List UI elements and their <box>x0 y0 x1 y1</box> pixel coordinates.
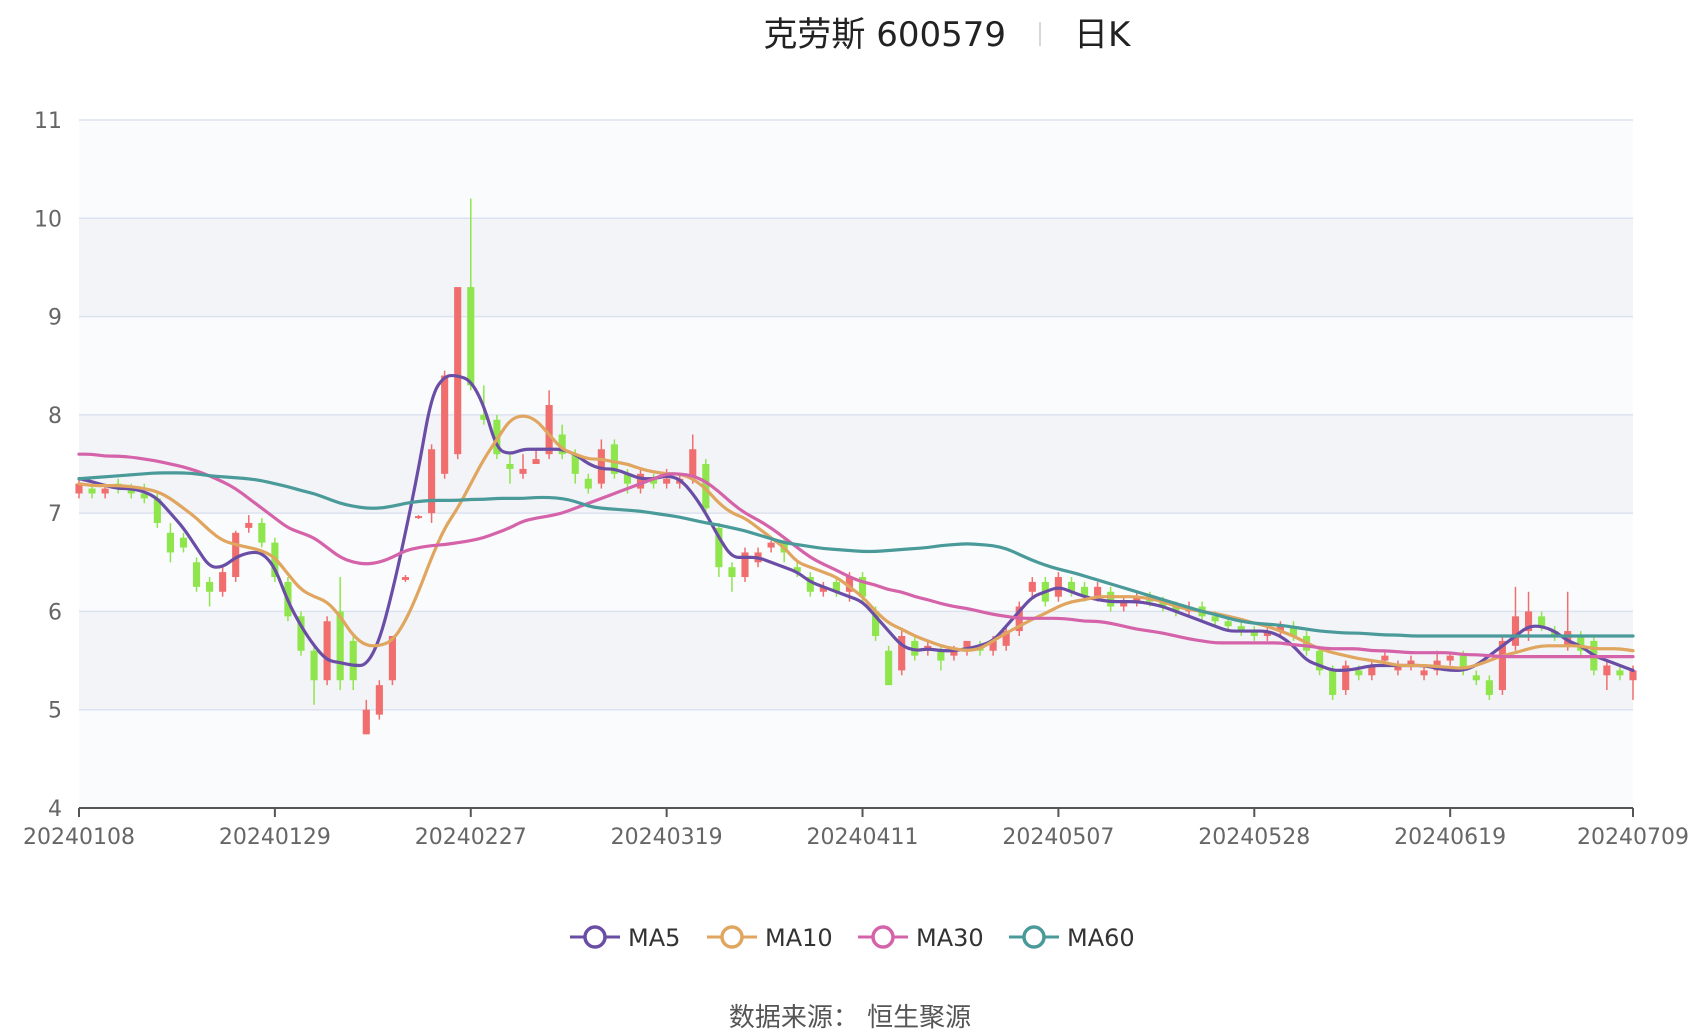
legend-label-ma30: MA30 <box>916 924 984 952</box>
x-tick-label: 20240411 <box>807 825 919 850</box>
y-tick-label: 11 <box>34 109 62 134</box>
candle-body <box>206 582 213 592</box>
candle-body <box>885 651 892 685</box>
candle-body <box>1603 665 1610 675</box>
y-tick-label: 5 <box>48 699 62 724</box>
candle-body <box>363 710 370 735</box>
x-tick-label: 20240319 <box>611 825 723 850</box>
candle-body <box>88 489 95 494</box>
x-tick-label: 20240129 <box>219 825 331 850</box>
x-tick-label: 20240227 <box>415 825 527 850</box>
y-tick-label: 6 <box>48 600 62 625</box>
x-tick-label: 20240108 <box>23 825 135 850</box>
candle-body <box>1381 656 1388 661</box>
candle-body <box>663 479 670 484</box>
chart-title-stock: 克劳斯 600579 <box>763 15 1006 55</box>
chart-title-period: 日K <box>1074 15 1132 55</box>
candle-body <box>1538 616 1545 626</box>
legend-label-ma10: MA10 <box>765 924 833 952</box>
y-tick-label: 7 <box>48 502 62 527</box>
candle-body <box>506 464 513 469</box>
plot-band <box>79 218 1633 316</box>
candle-body <box>1512 616 1519 645</box>
legend-marker-ma30 <box>873 927 893 947</box>
candle-body <box>585 479 592 489</box>
data-source: 数据来源： 恒生聚源 <box>729 1003 971 1033</box>
candle-body <box>324 621 331 680</box>
candle-body <box>1616 670 1623 675</box>
candle-body <box>441 376 448 474</box>
candle-body <box>532 459 539 464</box>
candle-body <box>1225 621 1232 626</box>
candle-body <box>519 469 526 474</box>
candle-body <box>428 449 435 513</box>
candle-body <box>376 685 383 714</box>
candle-body <box>310 651 317 680</box>
x-tick-label: 20240528 <box>1198 825 1310 850</box>
candle-body <box>402 577 409 580</box>
candle-body <box>1486 680 1493 695</box>
candle-body <box>258 523 265 543</box>
legend-label-ma5: MA5 <box>628 924 680 952</box>
y-tick-label: 10 <box>34 207 62 232</box>
plot-band <box>79 415 1633 513</box>
plot-band <box>79 317 1633 415</box>
candle-body <box>1107 592 1114 607</box>
y-tick-label: 8 <box>48 404 62 429</box>
candle-body <box>415 516 422 518</box>
candle-body <box>193 562 200 587</box>
candle-body <box>219 572 226 592</box>
legend: MA5 MA10 MA30 MA60 <box>570 924 1135 952</box>
y-tick-label: 9 <box>48 306 62 331</box>
plot-band <box>79 120 1633 218</box>
candle-body <box>1473 675 1480 680</box>
x-tick-label: 20240709 <box>1577 825 1689 850</box>
candle-body <box>1329 670 1336 695</box>
candle-body <box>245 523 252 528</box>
candle-body <box>1029 582 1036 592</box>
candle-body <box>728 567 735 577</box>
x-axis: 20240108 20240129 20240227 20240319 20240411… <box>23 808 1689 850</box>
candle-body <box>768 543 775 548</box>
y-tick-label: 4 <box>48 797 62 822</box>
candle-body <box>1447 656 1454 661</box>
legend-marker-ma10 <box>722 927 742 947</box>
x-tick-label: 20240619 <box>1394 825 1506 850</box>
candle-body <box>1094 587 1101 597</box>
y-axis: 4 5 6 7 8 9 10 11 <box>34 109 62 822</box>
plot-band <box>79 710 1633 808</box>
plot-bands <box>79 120 1633 808</box>
candle-body <box>1355 670 1362 675</box>
candle-body <box>1420 670 1427 675</box>
legend-marker-ma5 <box>585 927 605 947</box>
candle-body <box>350 641 357 680</box>
legend-label-ma60: MA60 <box>1067 924 1135 952</box>
candle-body <box>1212 616 1219 621</box>
candle-body <box>180 538 187 548</box>
candle-body <box>102 489 109 494</box>
candle-body <box>454 287 461 454</box>
legend-marker-ma60 <box>1024 927 1044 947</box>
x-tick-label: 20240507 <box>1002 825 1114 850</box>
candle-body <box>467 287 474 385</box>
candle-body <box>167 533 174 553</box>
